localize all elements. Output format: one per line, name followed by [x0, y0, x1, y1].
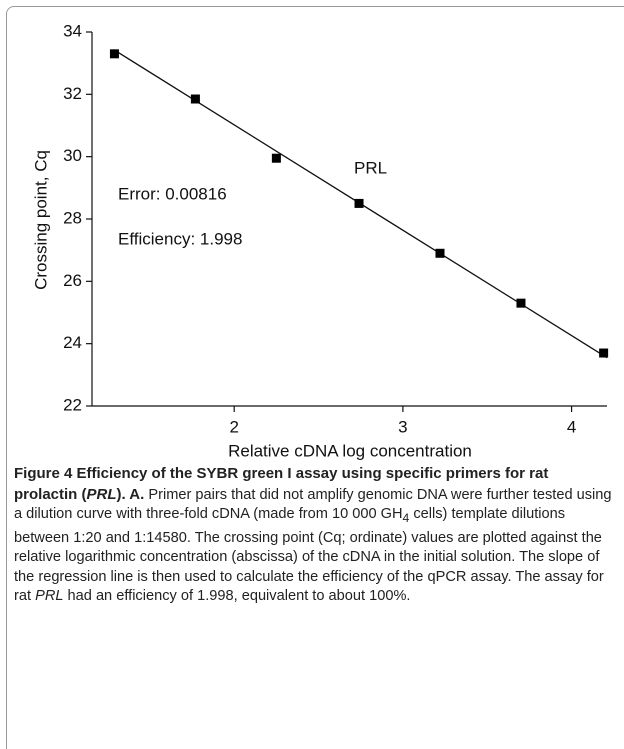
y-tick-label: 26	[63, 271, 82, 290]
y-axis-label: Crossing point, Cq	[31, 150, 50, 290]
annotation: Efficiency: 1.998	[118, 229, 242, 248]
figure-frame	[6, 6, 624, 749]
caption-title: Figure 4 Efficiency of the SYBR green I …	[14, 465, 548, 503]
x-tick-label: 4	[567, 417, 576, 436]
caption-text: PRL	[86, 485, 117, 503]
caption-text: Primer pairs that did not amplify genomi…	[14, 486, 612, 523]
data-point	[271, 153, 281, 163]
chart: Crossing point, Cq Relative cDNA log con…	[31, 21, 609, 460]
y-tick-label: 32	[63, 84, 82, 103]
x-tick-label: 2	[229, 417, 238, 436]
y-tick-label: 34	[63, 21, 82, 40]
caption: Figure 4 Efficiency of the SYBR green I …	[14, 464, 614, 607]
caption-text: ).	[116, 485, 130, 503]
annotation: PRL	[354, 158, 387, 177]
x-tick-label: 3	[398, 417, 407, 436]
data-point	[435, 248, 445, 258]
y-tick-label: 30	[63, 146, 82, 165]
caption-text: 4	[402, 511, 410, 526]
data-point	[599, 348, 609, 358]
y-tick-label: 22	[63, 395, 82, 414]
data-point	[190, 94, 200, 104]
annotation: Error: 0.00816	[118, 184, 227, 203]
y-tick-label: 24	[63, 333, 82, 352]
caption-text: had an efficiency of 1.998, equivalent t…	[63, 588, 411, 605]
data-point	[109, 49, 119, 59]
data-point	[516, 298, 526, 308]
caption-text: .	[140, 485, 145, 503]
x-axis-label: Relative cDNA log concentration	[228, 441, 472, 460]
caption-text: Figure 4 Efficiency of the SYBR green I …	[14, 465, 549, 503]
y-tick-label: 28	[63, 208, 82, 227]
caption-text: A	[129, 485, 141, 503]
data-point	[354, 198, 364, 208]
caption-text: PRL	[35, 588, 64, 605]
caption-text: cells) template dilutions between 1:20 a…	[14, 506, 604, 605]
